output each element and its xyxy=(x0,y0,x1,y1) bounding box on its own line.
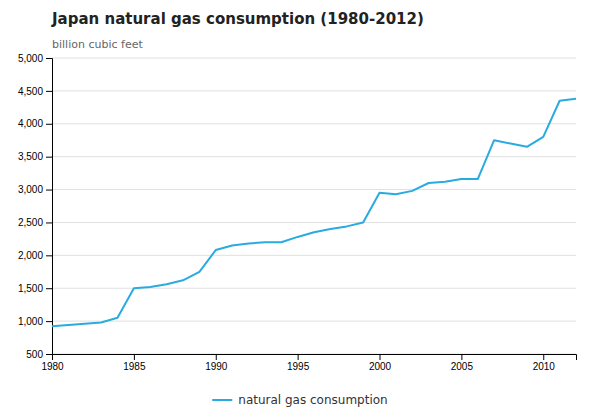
grid-line xyxy=(52,255,576,256)
tick-mark xyxy=(461,354,462,360)
legend: natural gas consumption xyxy=(212,393,387,407)
tick-mark xyxy=(46,222,52,223)
tick-label: 2,000 xyxy=(18,250,43,261)
tick: 4,000 xyxy=(18,118,52,129)
tick: 1985 xyxy=(123,354,146,372)
tick: 1995 xyxy=(287,354,310,372)
tick-label: 1985 xyxy=(123,361,146,372)
tick-label: 1990 xyxy=(205,361,228,372)
y-axis-title: billion cubic feet xyxy=(52,38,143,51)
tick: 2,000 xyxy=(18,250,52,261)
axis-line xyxy=(46,59,53,355)
plot-area: 1980 1985 1990 1995 2000 2005 2010 500 1,000 1,50… xyxy=(18,53,577,372)
grid-line xyxy=(52,189,576,190)
axis-line xyxy=(53,355,577,361)
tick: 1990 xyxy=(205,354,228,372)
grid-line xyxy=(52,123,576,124)
tick-mark xyxy=(134,354,135,360)
tick-mark xyxy=(46,91,52,92)
legend-item: natural gas consumption xyxy=(212,393,387,407)
tick-label: 500 xyxy=(26,349,43,360)
tick-label: 2005 xyxy=(451,361,474,372)
tick: 1980 xyxy=(41,354,64,372)
tick: 3,000 xyxy=(18,184,52,195)
grid-line xyxy=(52,321,576,322)
tick-label: 1,500 xyxy=(18,283,43,294)
tick: 3,500 xyxy=(18,151,52,162)
line xyxy=(52,99,576,327)
grid xyxy=(52,58,576,354)
x-axis: 1980 1985 1990 1995 2000 2005 2010 xyxy=(41,354,576,372)
tick-mark xyxy=(216,354,217,360)
tick-mark xyxy=(46,157,52,158)
tick-label: 1980 xyxy=(41,361,64,372)
tick-mark xyxy=(46,124,52,125)
tick-mark xyxy=(46,288,52,289)
tick-mark xyxy=(543,354,544,360)
tick-mark xyxy=(46,255,52,256)
tick-label: 5,000 xyxy=(18,53,43,64)
tick-label: 3,500 xyxy=(18,151,43,162)
grid-line xyxy=(52,288,576,289)
tick-mark xyxy=(298,354,299,360)
grid-line xyxy=(52,156,576,157)
marks xyxy=(52,99,576,327)
tick-label: 4,000 xyxy=(18,118,43,129)
legend-swatch xyxy=(212,399,232,401)
y-axis: 500 1,000 1,500 2,000 2,500 3,000 3,500 4,000 4,… xyxy=(18,53,53,360)
tick-mark xyxy=(46,321,52,322)
tick-label: 2000 xyxy=(369,361,392,372)
tick-label: 4,500 xyxy=(18,86,43,97)
tick: 1,000 xyxy=(18,316,52,327)
tick: 2005 xyxy=(451,354,474,372)
tick-label: 1,000 xyxy=(18,316,43,327)
tick-label: 2010 xyxy=(533,361,556,372)
chart: 1980 1985 1990 1995 2000 2005 2010 500 1,000 1,50… xyxy=(0,0,600,420)
legend-label: natural gas consumption xyxy=(238,393,387,407)
grid-line xyxy=(52,90,576,91)
tick: 4,500 xyxy=(18,86,52,97)
tick: 1,500 xyxy=(18,283,52,294)
tick-mark xyxy=(46,190,52,191)
tick-label: 1995 xyxy=(287,361,310,372)
grid-line xyxy=(52,222,576,223)
tick: 5,000 xyxy=(18,53,52,64)
tick-label: 2,500 xyxy=(18,217,43,228)
tick: 2000 xyxy=(369,354,392,372)
tick: 500 xyxy=(26,349,52,360)
tick-mark xyxy=(46,354,52,355)
title: Japan natural gas consumption (1980-2012… xyxy=(51,10,424,28)
grid-line xyxy=(52,58,576,59)
tick: 2010 xyxy=(533,354,556,372)
tick-mark xyxy=(46,58,52,59)
tick-mark xyxy=(380,354,381,360)
tick-label: 3,000 xyxy=(18,184,43,195)
tick: 2,500 xyxy=(18,217,52,228)
